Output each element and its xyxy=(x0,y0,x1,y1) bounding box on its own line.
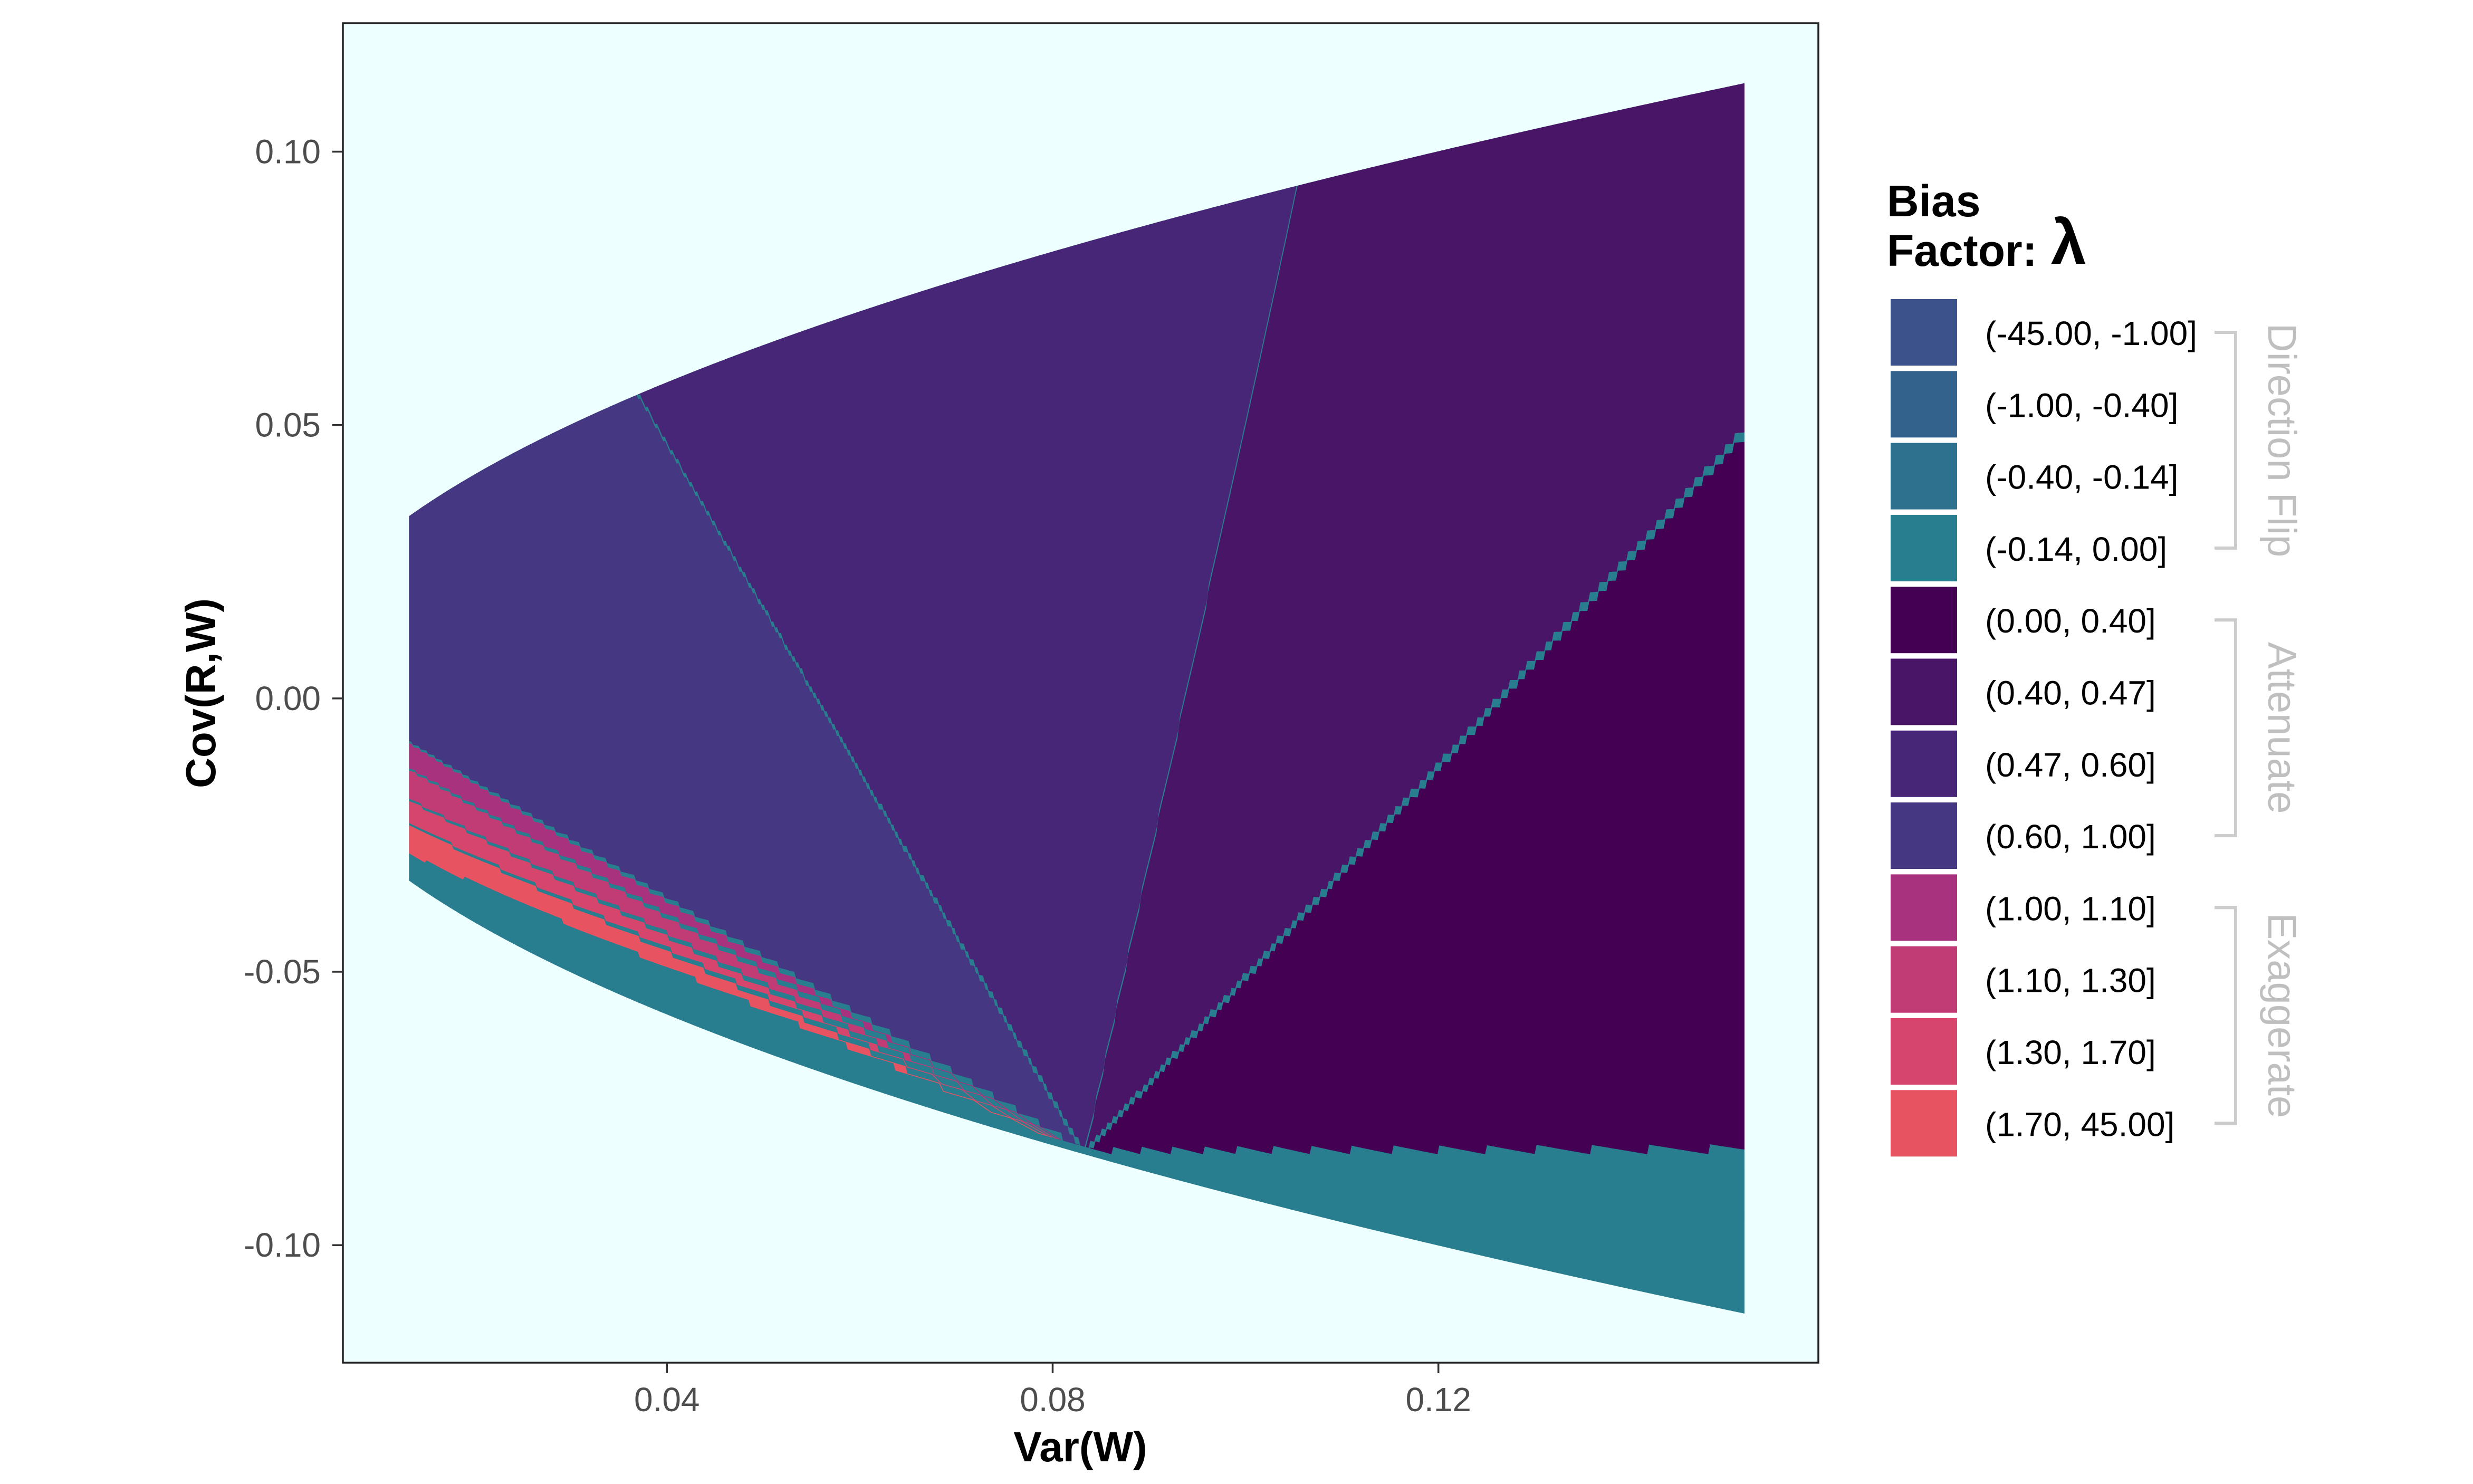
legend: Bias Factor: λ (-45.00, -1.00] (-1.00, -0… xyxy=(1887,176,2304,1159)
y-tick-label: 0.00 xyxy=(255,679,321,717)
legend-title-line2: Factor: xyxy=(1887,226,2037,275)
legend-key xyxy=(1889,512,1959,583)
region--1.30-1.70- xyxy=(409,801,1052,1138)
legend-label: (1.00, 1.10] xyxy=(1985,889,2156,927)
legend-label: (1.10, 1.30] xyxy=(1985,962,2156,1000)
y-tick-label: 0.05 xyxy=(255,406,321,444)
region--0.40-0.47- xyxy=(1086,83,1744,1148)
legend-label: (0.60, 1.00] xyxy=(1985,818,2156,856)
legend-group-bracket xyxy=(2215,906,2237,1125)
legend-label: (-1.00, -0.40] xyxy=(1985,386,2178,424)
legend-key xyxy=(1889,441,1959,512)
x-tick-label: 0.12 xyxy=(1405,1381,1471,1419)
legend-label: (0.40, 0.47] xyxy=(1985,674,2156,712)
region--0.47-0.60- xyxy=(638,186,1297,1147)
legend-key xyxy=(1889,800,1959,872)
legend-group-bracket xyxy=(2215,331,2237,550)
legend-group-label: Exaggerate xyxy=(2259,913,2304,1118)
y-axis-title: Cov(R,W) xyxy=(177,598,224,788)
region--0.60-1.00- xyxy=(409,395,1079,1145)
legend-items: (-45.00, -1.00] (-1.00, -0.40] (-0.40, -0.… xyxy=(1889,297,2197,1159)
region--0.00-0.40- xyxy=(1090,442,1744,1154)
legend-key xyxy=(1889,656,1959,727)
plot-panel-border xyxy=(342,22,1819,1364)
legend-label: (1.70, 45.00] xyxy=(1985,1105,2174,1143)
chart-regions xyxy=(409,83,1744,1314)
legend-key xyxy=(1889,1088,1959,1159)
x-axis-ticks: 0.04 0.08 0.12 xyxy=(634,1363,1471,1419)
legend-label: (-0.40, -0.14] xyxy=(1985,458,2178,496)
region--1.70-45.00- xyxy=(409,825,1047,1136)
legend-key xyxy=(1889,585,1959,656)
legend-label: (-0.14, 0.00] xyxy=(1985,530,2167,568)
legend-label: (0.00, 0.40] xyxy=(1985,602,2156,640)
legend-label: (1.30, 1.70] xyxy=(1985,1033,2156,1071)
legend-groups: Direction Flip Attenuate Exaggerate xyxy=(2215,323,2304,1125)
legend-title-lambda: λ xyxy=(2051,207,2086,277)
x-tick-label: 0.04 xyxy=(634,1381,700,1419)
legend-key xyxy=(1889,1016,1959,1087)
legend-key xyxy=(1889,872,1959,943)
legend-label: (-45.00, -1.00] xyxy=(1985,314,2197,352)
y-tick-label: -0.10 xyxy=(244,1226,321,1264)
x-axis-title: Var(W) xyxy=(1013,1423,1147,1470)
legend-key xyxy=(1889,728,1959,799)
legend-key xyxy=(1889,369,1959,440)
legend-group-bracket xyxy=(2215,618,2237,838)
y-axis-ticks: 0.10 0.05 0.00 -0.05 -0.10 xyxy=(244,133,343,1264)
x-tick-label: 0.08 xyxy=(1020,1381,1086,1419)
legend-title-line1: Bias xyxy=(1887,176,1980,226)
y-tick-label: -0.05 xyxy=(244,953,321,991)
legend-key xyxy=(1889,297,1959,368)
legend-group-label: Attenuate xyxy=(2259,642,2304,813)
legend-group-label: Direction Flip xyxy=(2259,323,2304,557)
region--1.00-1.10- xyxy=(409,743,1062,1141)
region--1.10-1.30- xyxy=(409,770,1058,1140)
y-tick-label: 0.10 xyxy=(255,133,321,171)
legend-key xyxy=(1889,944,1959,1015)
legend-label: (0.47, 0.60] xyxy=(1985,746,2156,784)
